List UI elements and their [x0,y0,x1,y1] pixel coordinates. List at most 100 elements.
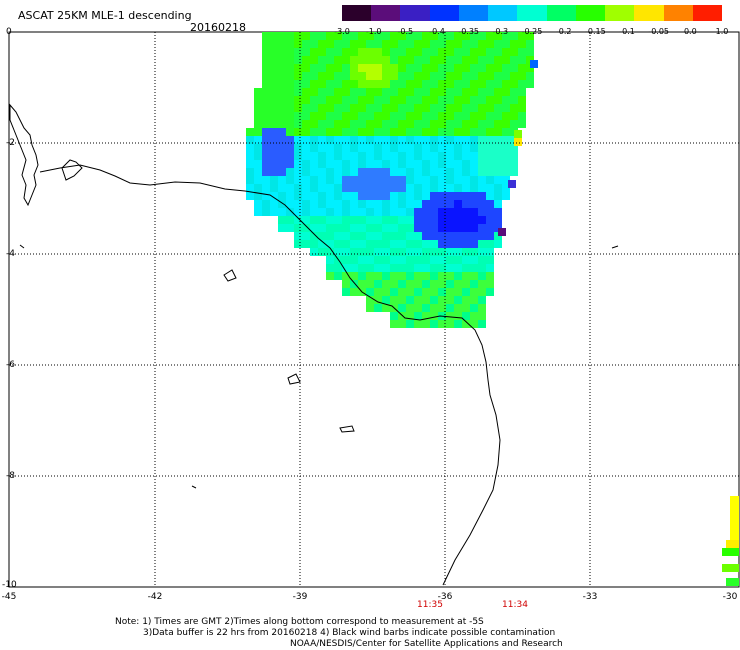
swath-pixel [502,152,510,160]
swath-pixel [462,88,470,96]
swath-pixel [302,48,310,56]
swath-pixel [350,88,358,96]
swath-pixel [294,200,302,208]
product-title: ASCAT 25KM MLE-1 descending [18,9,192,22]
swath-pixel [462,136,470,144]
swath-pixel [494,208,502,216]
swath-pixel [262,64,270,72]
swath-pixel [334,208,342,216]
swath-pixel [366,72,374,80]
swath-pixel [478,48,486,56]
swath-pixel [494,240,502,248]
swath-pixel [278,208,286,216]
swath-pixel [390,288,398,296]
swath-pixel [510,104,518,112]
swath-pixel [342,264,350,272]
swath-pixel [318,40,326,48]
swath-pixel [422,152,430,160]
swath-pixel [438,152,446,160]
swath-pixel [398,192,406,200]
swath-pixel [486,120,494,128]
swath-pixel [470,272,478,280]
swath-pixel [470,56,478,64]
swath-pixel [334,64,342,72]
swath-pixel [422,128,430,136]
swath-pixel [414,208,422,216]
swath-pixel [302,72,310,80]
swath-pixel [406,112,414,120]
swath-pixel [262,48,270,56]
swath-pixel [294,192,302,200]
swath-pixel [486,112,494,120]
swath-pixel [406,48,414,56]
swath-pixel [510,88,518,96]
swath-pixel [390,176,398,184]
swath-pixel [254,184,262,192]
colorbar-swatch [400,5,431,21]
swath-pixel [398,296,406,304]
swath-pixel [382,272,390,280]
swath-pixel [374,160,382,168]
swath-pixel [294,64,302,72]
swath-pixel [382,168,390,176]
swath-pixel [318,168,326,176]
swath-pixel [454,224,462,232]
swath-pixel [270,72,278,80]
y-tick-4: -8 [6,471,15,481]
swath-pixel [430,248,438,256]
swath-pixel [342,136,350,144]
swath-pixel [350,184,358,192]
colorbar-swatch [575,5,606,21]
swath-pixel [438,280,446,288]
swath-pixel [478,96,486,104]
swath-pixel [390,192,398,200]
swath-pixel [454,144,462,152]
swath-pixel [454,112,462,120]
swath-pixel [310,56,318,64]
swath-pixel [286,152,294,160]
swath-pixel [326,240,334,248]
swath-pixel [486,272,494,280]
swath-pixel [254,136,262,144]
swath-pixel [454,120,462,128]
swath-pixel [358,216,366,224]
swath-pixel [270,128,278,136]
swath-pixel [486,144,494,152]
swath-pixel [366,232,374,240]
swath-pixel [430,112,438,120]
time-label-1: 11:35 [417,600,443,610]
swath-pixel [478,312,486,320]
swath-pixel [390,160,398,168]
swath-pixel [398,160,406,168]
swath-pixel [414,184,422,192]
swath-pixel [318,200,326,208]
swath-pixel [406,296,414,304]
swath-pixel [318,136,326,144]
swath-pixel [246,152,254,160]
swath-pixel [454,48,462,56]
swath-pixel [486,72,494,80]
swath-pixel [366,48,374,56]
swath-pixel [350,48,358,56]
colorbar-swatch [605,5,635,21]
swath-pixel [486,136,494,144]
x-tick-5: -30 [722,592,738,602]
swath-pixel [246,168,254,176]
swath-pixel [494,80,502,88]
swath-pixel [438,240,446,248]
swath-pixel [454,64,462,72]
swath-pixel [358,112,366,120]
swath-pixel [422,64,430,72]
swath-pixel [262,152,270,160]
swath-pixel [350,96,358,104]
swath-pixel [462,40,470,48]
swath-pixel [462,80,470,88]
swath-pixel [366,200,374,208]
swath-pixel [494,176,502,184]
swath-pixel [310,200,318,208]
swath-pixel [422,144,430,152]
swath-pixel [454,264,462,272]
swath-pixel [462,248,470,256]
swath-pixel [462,216,470,224]
